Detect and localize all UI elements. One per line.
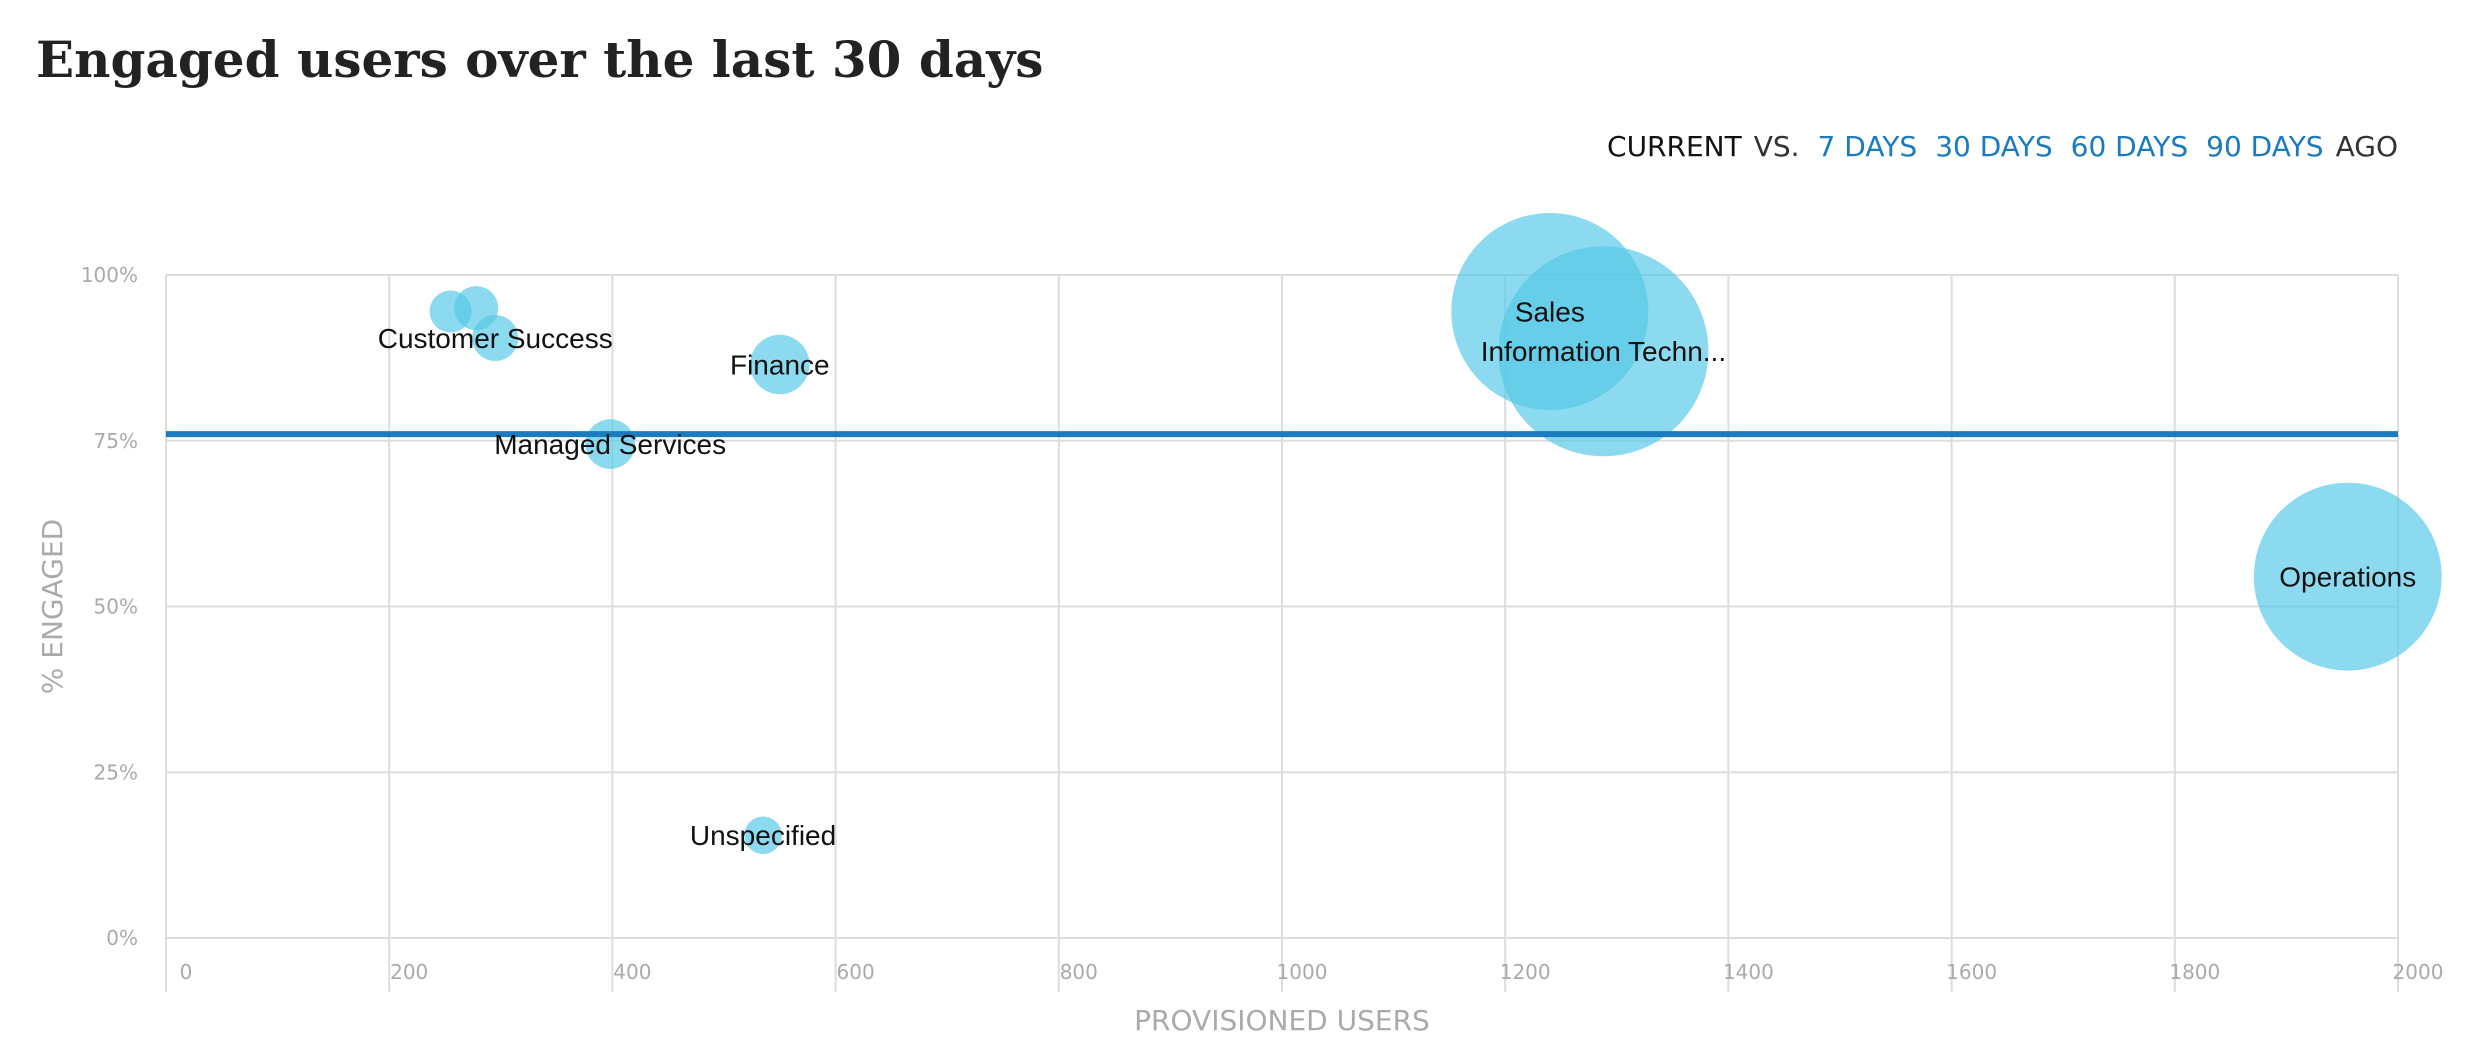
y-tick-label: 0%	[106, 926, 138, 950]
x-tick-label: 1000	[1277, 960, 1328, 984]
x-tick-label: 0	[180, 960, 193, 984]
x-tick-label: 400	[613, 960, 651, 984]
bubble	[750, 334, 810, 395]
bubble-label: Sales	[1515, 296, 1585, 327]
x-tick-label: 1800	[2169, 960, 2220, 984]
bubble-label: Finance	[730, 350, 830, 381]
y-tick-label: 100%	[81, 263, 138, 287]
x-tick-label: 200	[390, 960, 428, 984]
x-tick-label: 1400	[1723, 960, 1774, 984]
compare-60-days-link[interactable]: 60 DAYS	[2070, 130, 2189, 163]
current-label: CURRENT	[1607, 130, 1742, 163]
compare-30-days-link[interactable]: 30 DAYS	[1935, 130, 2053, 163]
bubble-label: Customer Success	[378, 323, 613, 354]
compare-7-days-link[interactable]: 7 DAYS	[1817, 130, 1918, 163]
bubble-label: Information Techn...	[1481, 336, 1726, 367]
y-tick-label: 75%	[94, 429, 138, 453]
bubble	[744, 816, 782, 855]
chart-title: Engaged users over the last 30 days	[36, 30, 1044, 89]
bubble	[2253, 482, 2442, 671]
y-axis-title: % ENGAGED	[36, 519, 69, 694]
bubble	[472, 314, 519, 361]
x-tick-label: 800	[1060, 960, 1098, 984]
comparison-selector: CURRENT VS. 7 DAYS 30 DAYS 60 DAYS 90 DA…	[1607, 130, 2398, 163]
x-axis-title: PROVISIONED USERS	[1134, 1004, 1430, 1037]
x-tick-label: 600	[837, 960, 875, 984]
bubble-label: Operations	[2279, 562, 2416, 593]
y-tick-label: 50%	[94, 595, 138, 619]
bubble-label: Managed Services	[494, 429, 726, 460]
x-tick-label: 2000	[2393, 960, 2444, 984]
bubble	[1498, 246, 1709, 457]
y-tick-label: 25%	[94, 760, 138, 784]
bubble-label: Unspecified	[690, 820, 836, 851]
vs-label: VS.	[1753, 130, 1800, 163]
compare-90-days-link[interactable]: 90 DAYS	[2206, 130, 2324, 163]
ago-label: AGO	[2335, 130, 2398, 163]
x-tick-label: 1200	[1500, 960, 1551, 984]
x-tick-label: 1600	[1946, 960, 1997, 984]
